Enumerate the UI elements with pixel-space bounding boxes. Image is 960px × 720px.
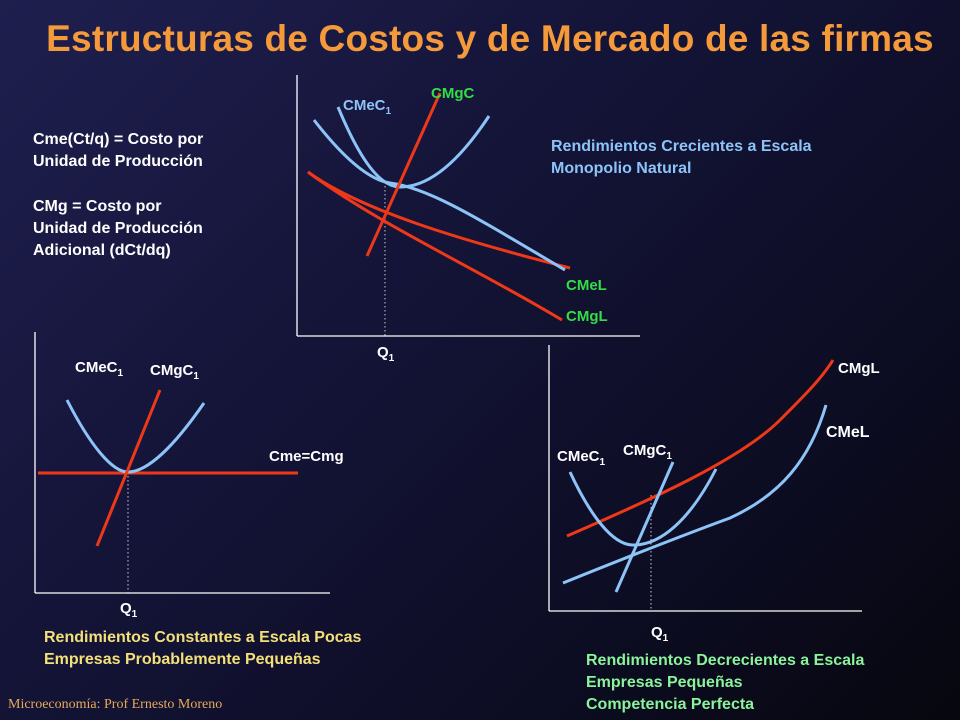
top-panel: CMeC1 CMgC CMeL CMgL Q1 xyxy=(296,75,640,364)
right-note-line2: Empresas Pequeñas xyxy=(586,674,743,691)
footer-credit: Microeconomía: Prof Ernesto Moreno xyxy=(8,697,223,712)
right-panel-note: Rendimientos Decrecientes a Escala Empre… xyxy=(586,650,864,716)
top-cmec-curve xyxy=(336,106,491,189)
top-label-cmec: CMeC1 xyxy=(343,97,392,117)
definition-cme-line1: Cme(Ct/q) = Costo por xyxy=(33,131,204,148)
right-panel: CMgL CMeL CMeC1 CMgC1 Q1 xyxy=(548,345,880,644)
definitions-cme: Cme(Ct/q) = Costo por Unidad de Producci… xyxy=(33,129,203,173)
top-cmgl-curve-lower xyxy=(307,170,563,322)
left-label-cmgc: CMgC1 xyxy=(150,362,199,382)
right-cmec-curve xyxy=(568,468,718,547)
left-note-line2: Empresas Probablemente Pequeñas xyxy=(44,651,321,668)
top-panel-note: Rendimientos Crecientes a Escala Monopol… xyxy=(551,136,812,180)
right-cmgl-curve xyxy=(566,359,835,538)
definition-cmg-line3: Adicional (dCt/dq) xyxy=(33,242,171,259)
right-label-cmel: CMeL xyxy=(826,424,870,441)
top-note-line1: Rendimientos Crecientes a Escala xyxy=(551,138,812,155)
top-label-cmel: CMeL xyxy=(566,277,607,294)
right-note-line3: Competencia Perfecta xyxy=(586,696,755,713)
left-note-line1: Rendimientos Constantes a Escala Pocas xyxy=(44,629,362,646)
definition-cme-line2: Unidad de Producción xyxy=(33,153,203,170)
definition-cmg-line2: Unidad de Producción xyxy=(33,220,203,237)
top-cmel-curve xyxy=(312,119,566,272)
top-label-cmgl: CMgL xyxy=(566,308,608,325)
top-note-line2: Monopolio Natural xyxy=(551,160,692,177)
top-label-cmgc: CMgC xyxy=(431,85,474,102)
left-cmec-curve xyxy=(65,399,206,474)
definition-cmg-line1: CMg = Costo por xyxy=(33,198,162,215)
top-label-q1: Q1 xyxy=(377,344,395,364)
right-cmgc-curve xyxy=(614,461,675,593)
left-label-q1: Q1 xyxy=(120,600,138,620)
left-label-cmec: CMeC1 xyxy=(75,359,124,379)
left-panel-note: Rendimientos Constantes a Escala Pocas E… xyxy=(44,627,361,671)
right-label-cmgc: CMgC1 xyxy=(623,442,672,462)
top-cmgc-curve xyxy=(365,92,442,257)
right-label-cmec: CMeC1 xyxy=(557,448,606,468)
top-cmgl-curve xyxy=(307,170,571,270)
right-note-line1: Rendimientos Decrecientes a Escala xyxy=(586,652,865,669)
right-label-cmgl: CMgL xyxy=(838,360,880,377)
right-label-q1: Q1 xyxy=(651,624,669,644)
slide-title: Estructuras de Costos y de Mercado de la… xyxy=(46,18,934,59)
right-cmel-curve xyxy=(562,404,828,585)
left-label-flat: Cme=Cmg xyxy=(269,448,344,465)
left-panel: CMeC1 CMgC1 Cme=Cmg Q1 xyxy=(34,332,344,620)
definitions-cmg: CMg = Costo por Unidad de Producción Adi… xyxy=(33,196,203,262)
left-cmgc-curve xyxy=(95,389,162,547)
